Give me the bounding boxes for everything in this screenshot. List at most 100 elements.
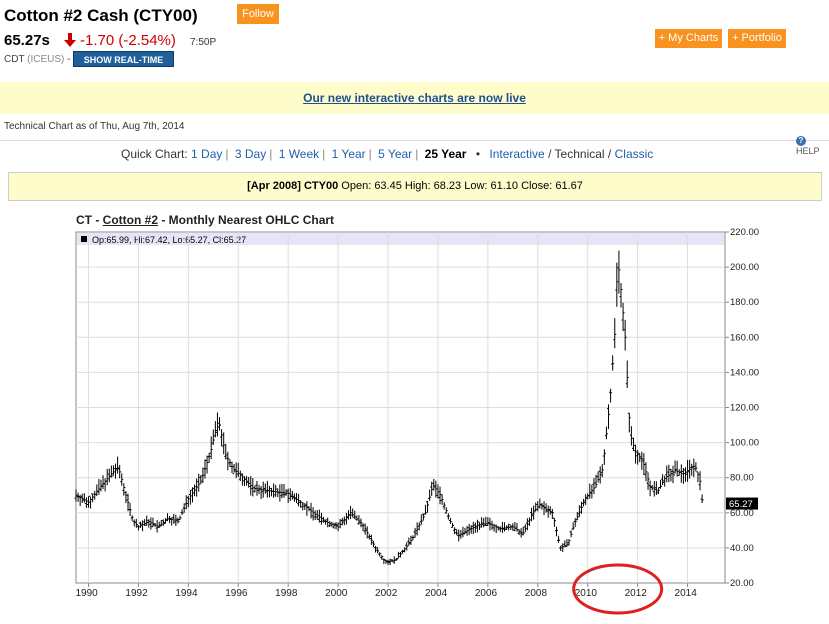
ohlc-bar (621, 302, 625, 332)
ohlc-bar (505, 525, 509, 530)
ohlc-bar (548, 506, 552, 515)
interactive-link[interactable]: Interactive (489, 147, 545, 161)
ohlc-bar (309, 502, 313, 519)
ohlc-bar (694, 462, 698, 472)
ohlc-bar (465, 525, 469, 536)
range-3-day[interactable]: 3 Day (234, 147, 267, 161)
ohlc-bar (546, 505, 550, 518)
ohlc-bar (617, 250, 621, 294)
technical-label: Technical (554, 147, 605, 161)
range-25-year[interactable]: 25 Year (424, 147, 467, 161)
ohlc-bar (263, 483, 267, 494)
ohlc-bar (228, 459, 232, 468)
follow-button[interactable]: Follow (237, 4, 279, 24)
ohlc-bar (430, 481, 434, 497)
classic-link[interactable]: Classic (614, 147, 654, 161)
x-tick-label: 1990 (75, 588, 98, 599)
ohlc-bar (190, 487, 194, 503)
ohlc-bar (625, 360, 629, 389)
help-link[interactable]: ?HELP (796, 135, 829, 156)
price-change: -1.70 (-2.54%) (80, 32, 176, 49)
range-5-year[interactable]: 5 Year (378, 147, 413, 161)
ohlc-bar (590, 484, 594, 499)
ohlc-bar (136, 525, 140, 531)
range-1-year[interactable]: 1 Year (331, 147, 366, 161)
ohlc-bar (394, 558, 398, 561)
ohlc-bar (276, 488, 280, 498)
ohlc-bar (453, 527, 457, 535)
ohlc-bar (650, 485, 654, 491)
ohlc-bar (267, 486, 271, 498)
ohlc-bar (654, 481, 658, 495)
portfolio-button[interactable]: + Portfolio (728, 29, 786, 48)
ohlc-bar (455, 529, 459, 536)
show-realtime-button[interactable]: SHOW REAL-TIME (73, 51, 174, 67)
ohlc-bar (253, 485, 257, 493)
ohlc-bar (690, 463, 694, 476)
ohlc-bar (122, 483, 126, 496)
ohlc-bar (698, 471, 702, 491)
ohlc-bar (611, 355, 615, 371)
ohlc-readout: [Apr 2008] CTY00 Open: 63.45 High: 68.23… (8, 172, 822, 201)
ohlc-bar (665, 465, 669, 483)
ohlc-bar (365, 526, 369, 539)
x-tick-label: 1996 (225, 588, 248, 599)
ohlc-bar (669, 468, 673, 482)
ohlc-bar (486, 517, 490, 526)
chart-title-name: Cotton #2 (102, 213, 159, 227)
range-1-day[interactable]: 1 Day (191, 147, 223, 161)
ohlc-bar (141, 520, 145, 532)
ohlc-bar (555, 526, 559, 537)
ohlc-bar (114, 463, 118, 479)
y-tick-label: 140.00 (730, 367, 759, 378)
ohlc-bar (490, 520, 494, 530)
ohlc-bar (249, 476, 253, 496)
ohlc-bar (575, 512, 579, 521)
ohlc-bar (507, 523, 511, 531)
legend-swatch (81, 236, 87, 242)
y-tick-label: 20.00 (730, 578, 754, 589)
ohlc-bar (105, 468, 109, 486)
ohlc-bar (386, 559, 390, 566)
ohlc-bar (328, 521, 332, 528)
ohlc-bar (565, 539, 569, 547)
ohlc-bar (361, 523, 365, 532)
ohlc-bar (636, 449, 640, 465)
ohlc-bar (602, 449, 606, 465)
ohlc-bar (238, 470, 242, 482)
ohlc-bar (550, 508, 554, 519)
ohlc-bar (86, 496, 90, 508)
ohlc-bar (604, 426, 608, 440)
ohlc-bar (282, 483, 286, 498)
ohlc-bar (440, 494, 444, 505)
ohlc-bar (74, 489, 78, 502)
ohlc-bar (532, 505, 536, 520)
interactive-charts-link[interactable]: Our new interactive charts are now live (303, 91, 526, 105)
y-tick-label: 220.00 (730, 227, 759, 238)
range-1-week[interactable]: 1 Week (278, 147, 320, 161)
ohlc-bar (288, 488, 292, 502)
announcement-banner: Our new interactive charts are now live (0, 82, 829, 114)
ohlc-bar (326, 517, 330, 528)
ohlc-bar (155, 519, 159, 533)
ohlc-bar (598, 466, 602, 484)
ohlc-bar (184, 495, 188, 510)
ohlc-values: Open: 63.45 High: 68.23 Low: 61.10 Close… (341, 180, 583, 192)
ohlc-bar (648, 480, 652, 497)
ohlc-bar (205, 455, 209, 474)
ohlc-bar (671, 465, 675, 484)
ohlc-bar (344, 512, 348, 525)
ohlc-bar (353, 510, 357, 520)
my-charts-button[interactable]: + My Charts (655, 29, 722, 48)
x-tick-label: 2012 (625, 588, 648, 599)
ohlc-bar (469, 525, 473, 534)
ohlc-bar (403, 547, 407, 553)
ohlc-bar (615, 262, 619, 307)
ohlc-bar (203, 459, 207, 479)
ohlc-bar (378, 552, 382, 557)
ohlc-bar (644, 462, 648, 482)
ohlc-bar (419, 514, 423, 525)
ohlc-bar (638, 452, 642, 463)
ohlc-bar (525, 518, 529, 531)
ohlc-bar (484, 516, 488, 526)
